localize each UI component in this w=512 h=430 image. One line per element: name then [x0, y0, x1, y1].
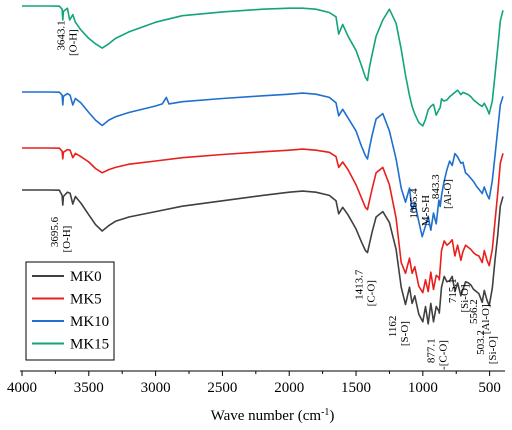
x-axis-title-main: Wave number (cm	[211, 408, 322, 424]
peak-annotation: 715.1	[447, 278, 459, 303]
peak-annotation: [O-H]	[68, 29, 80, 56]
peak-annotation: [Al-O]	[442, 179, 454, 209]
x-axis-title: Wave number (cm-1)	[211, 407, 335, 425]
peak-annotation: [O-H]	[61, 226, 73, 253]
series-line-mk10	[22, 91, 504, 238]
x-tick-label: 500	[478, 380, 501, 396]
x-tick-label: 2000	[274, 380, 304, 396]
x-tick-label: 3000	[141, 380, 171, 396]
x-tick-label: 1500	[341, 380, 371, 396]
peak-annotation: 556.2	[468, 299, 480, 324]
legend: MK0 MK5 MK10 MK15	[25, 261, 115, 361]
peak-annotation: 3643.1	[56, 20, 68, 50]
x-axis-ticks: 4000 3500 3000 2500 2000 1500 1000 500	[7, 371, 501, 396]
plot-area	[22, 5, 504, 325]
peak-annotation: [S-O]	[399, 321, 411, 346]
peak-annotation: 1413.7	[354, 269, 366, 300]
x-tick-label: 1000	[408, 380, 438, 396]
peak-annotation: M-S-H	[420, 195, 432, 226]
peak-annotation: 877.1	[425, 338, 437, 363]
peak-annotations: 3643.1 [O-H]3695.6 [O-H]1413.7 [C-O]1162 [S-…	[49, 20, 499, 370]
legend-label-mk0: MK0	[70, 269, 102, 285]
peak-annotation: 1005.4	[408, 188, 420, 219]
x-axis-title-suffix: )	[329, 408, 334, 424]
peak-annotation: [Al-O]	[480, 304, 492, 334]
x-tick-label: 4000	[7, 380, 37, 396]
series-line-mk0	[22, 189, 504, 325]
legend-label-mk10: MK10	[70, 314, 109, 330]
series-line-mk15	[22, 5, 504, 127]
peak-annotation: 3695.6	[49, 216, 61, 247]
peak-annotation: [C-O]	[366, 280, 378, 306]
x-tick-label: 3500	[74, 380, 104, 396]
series-line-mk5	[22, 147, 504, 294]
x-axis-title-sup: -1	[321, 407, 329, 418]
legend-label-mk15: MK15	[70, 337, 109, 353]
peak-annotation: 843.3	[430, 174, 442, 199]
peak-annotation: 503.2	[475, 330, 487, 355]
peak-annotation: [Si-O]	[487, 336, 499, 364]
peak-annotation: -[C-O]	[437, 340, 449, 370]
x-tick-label: 2500	[207, 380, 237, 396]
legend-label-mk5: MK5	[70, 292, 102, 308]
peak-annotation: [Si-O]	[459, 284, 471, 312]
peak-annotation: 1162	[387, 316, 399, 338]
